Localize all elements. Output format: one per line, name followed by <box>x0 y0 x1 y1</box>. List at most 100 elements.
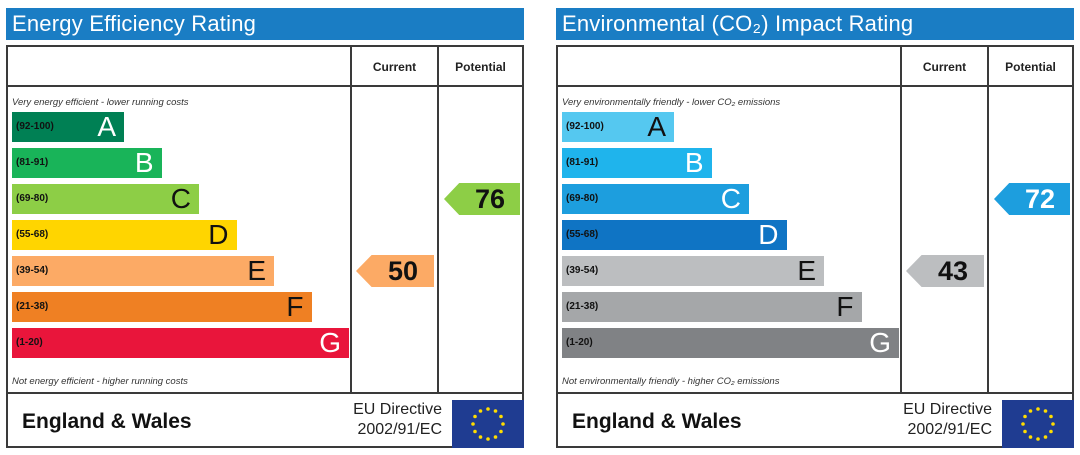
bottom-note: Not environmentally friendly - higher CO… <box>562 376 780 387</box>
eu-flag-star <box>493 409 498 413</box>
band-range-label: (39-54) <box>16 265 49 276</box>
eu-flag-star <box>1036 407 1040 411</box>
column-header-potential: Potential <box>455 60 506 74</box>
rating-frame: Current Potential Very energy efficient … <box>6 45 524 448</box>
eu-flag-star <box>1036 437 1040 441</box>
environmental-impact-panel: Environmental (CO₂) Impact Rating Curren… <box>556 8 1074 448</box>
directive-line-2: 2002/91/EC <box>357 421 442 438</box>
band-d: (55-68) D <box>12 220 237 250</box>
column-header-current: Current <box>922 60 967 74</box>
band-range-label: (1-20) <box>16 337 43 348</box>
band-letter: C <box>170 183 191 214</box>
eu-flag-icon <box>1002 400 1074 448</box>
eu-flag-star <box>1049 429 1053 434</box>
panel-title: Energy Efficiency Rating <box>6 8 524 40</box>
band-b: (81-91) B <box>12 148 162 178</box>
potential-arrow-shape <box>444 183 520 215</box>
band-range-label: (21-38) <box>16 301 49 312</box>
eu-flag-icon <box>452 400 524 448</box>
top-note: Very environmentally friendly - lower CO… <box>562 97 781 108</box>
band-letter: F <box>286 291 304 322</box>
eu-flag-star <box>499 429 503 434</box>
region-label: England & Wales <box>22 410 192 433</box>
band-f: (21-38) F <box>562 292 862 322</box>
band-letter: E <box>247 255 266 286</box>
eu-directive: EU Directive 2002/91/EC <box>874 400 992 440</box>
eu-flag-star <box>1023 429 1027 434</box>
band-letter: D <box>208 219 229 250</box>
directive-line-1: EU Directive <box>903 401 992 418</box>
band-b: (81-91) B <box>562 148 712 178</box>
column-header-current: Current <box>372 60 417 74</box>
band-letter: D <box>758 219 779 250</box>
band-range-label: (81-91) <box>566 157 599 168</box>
potential-arrow-shape <box>994 183 1070 215</box>
top-note: Very energy efficient - lower running co… <box>12 97 189 108</box>
band-letter: E <box>797 255 816 286</box>
eu-flag-star <box>493 435 498 439</box>
potential-rating-value: 72 <box>1024 184 1056 214</box>
eu-flag-star <box>473 429 477 434</box>
band-letter: F <box>836 291 854 322</box>
potential-rating-value: 76 <box>474 184 506 214</box>
band-range-label: (92-100) <box>16 121 54 132</box>
panel-title: Environmental (CO₂) Impact Rating <box>556 8 1074 40</box>
band-range-label: (39-54) <box>566 265 599 276</box>
band-g: (1-20) G <box>562 328 899 358</box>
directive-line-2: 2002/91/EC <box>907 421 992 438</box>
eu-flag-star <box>1028 435 1033 439</box>
band-range-label: (69-80) <box>16 193 49 204</box>
eu-flag-star <box>499 414 503 419</box>
bottom-note: Not energy efficient - higher running co… <box>12 376 188 387</box>
eu-directive: EU Directive 2002/91/EC <box>324 400 442 440</box>
eu-flag-star <box>1043 435 1048 439</box>
band-e: (39-54) E <box>12 256 274 286</box>
band-letter: C <box>720 183 741 214</box>
band-range-label: (1-20) <box>566 337 593 348</box>
current-rating-arrow: 43 <box>906 255 984 287</box>
eu-flag-star <box>1028 409 1033 413</box>
band-a: (92-100) A <box>562 112 674 142</box>
band-letter: B <box>134 147 154 178</box>
rating-frame: Current Potential Very environmentally f… <box>556 45 1074 448</box>
band-c: (69-80) C <box>562 184 749 214</box>
band-g: (1-20) G <box>12 328 349 358</box>
current-arrow-shape <box>906 255 984 287</box>
energy-efficiency-panel: Energy Efficiency Rating Current Potenti… <box>6 8 524 448</box>
band-a: (92-100) A <box>12 112 124 142</box>
potential-rating-arrow: 72 <box>994 183 1070 215</box>
band-letter: A <box>97 111 116 142</box>
potential-rating-arrow: 76 <box>444 183 520 215</box>
band-range-label: (69-80) <box>566 193 599 204</box>
band-e: (39-54) E <box>562 256 824 286</box>
eu-flag-star <box>478 409 483 413</box>
eu-flag-star <box>501 422 505 426</box>
directive-line-1: EU Directive <box>353 401 442 418</box>
current-rating-value: 43 <box>937 256 969 286</box>
current-rating-arrow: 50 <box>356 255 434 287</box>
band-d: (55-68) D <box>562 220 787 250</box>
eu-flag-star <box>1049 414 1053 419</box>
band-range-label: (21-38) <box>566 301 599 312</box>
region-label: England & Wales <box>572 410 742 433</box>
eu-flag-star <box>486 407 490 411</box>
band-range-label: (55-68) <box>566 229 599 240</box>
band-range-label: (92-100) <box>566 121 604 132</box>
column-header-potential: Potential <box>1005 60 1056 74</box>
band-f: (21-38) F <box>12 292 312 322</box>
eu-flag-star <box>486 437 490 441</box>
band-letter: G <box>319 327 341 358</box>
current-arrow-shape <box>356 255 434 287</box>
eu-flag-star <box>471 422 475 426</box>
band-letter: A <box>647 111 666 142</box>
eu-flag-star <box>1051 422 1055 426</box>
band-range-label: (55-68) <box>16 229 49 240</box>
eu-flag-star <box>1043 409 1048 413</box>
eu-flag-star <box>1023 414 1027 419</box>
eu-flag-star <box>1021 422 1025 426</box>
current-rating-value: 50 <box>387 256 419 286</box>
band-letter: G <box>869 327 891 358</box>
band-c: (69-80) C <box>12 184 199 214</box>
eu-flag-star <box>473 414 477 419</box>
band-range-label: (81-91) <box>16 157 49 168</box>
